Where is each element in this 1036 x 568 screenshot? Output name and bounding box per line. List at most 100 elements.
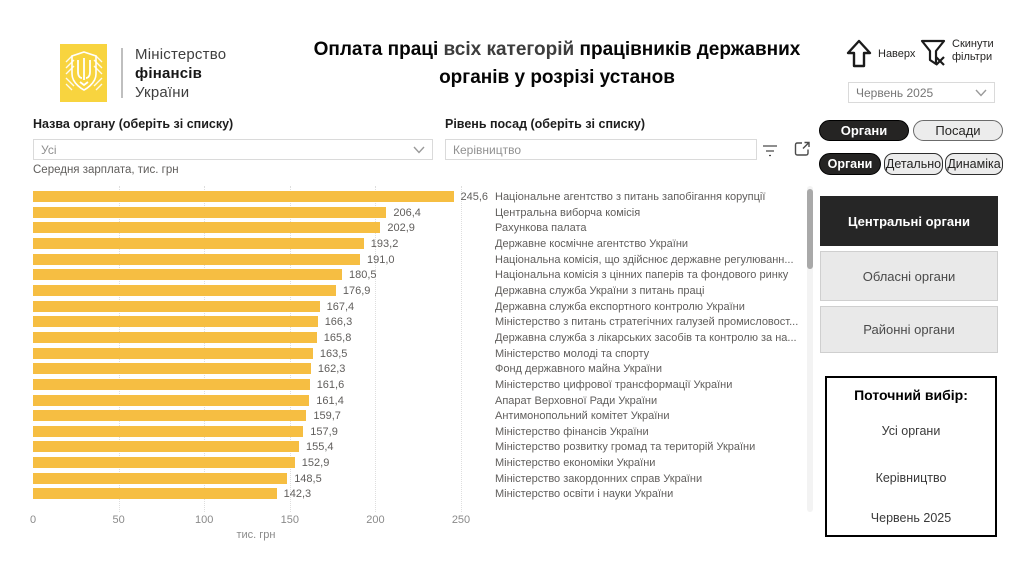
- bar[interactable]: [33, 441, 299, 453]
- bar[interactable]: [33, 206, 387, 218]
- bar-category-label: Міністерство розвитку громад та територі…: [495, 441, 756, 454]
- x-axis-tick-label: 100: [195, 514, 214, 526]
- bar-category-label: Державна служба експортного контролю Укр…: [495, 300, 745, 313]
- level-button-oblast[interactable]: Обласні органи: [820, 251, 998, 301]
- bar-value-label: 166,3: [324, 316, 353, 329]
- bar-value-label: 245,6: [460, 191, 489, 203]
- level-button-central-label: Центральні органи: [848, 213, 970, 229]
- arrow-up-icon: [846, 39, 872, 68]
- bar-value-label: 148,5: [294, 472, 322, 485]
- bar-value-label: 167,4: [326, 300, 355, 313]
- chevron-down-icon: [413, 146, 425, 154]
- x-axis-tick-label: 50: [112, 514, 125, 526]
- mode-tab-detalno[interactable]: Детально: [884, 153, 943, 175]
- bar-category-label: Міністерство з питань стратегічних галуз…: [495, 316, 799, 329]
- scroll-to-top-button[interactable]: Наверх: [845, 38, 915, 70]
- month-dropdown[interactable]: Червень 2025: [848, 82, 995, 103]
- bar[interactable]: [33, 284, 336, 296]
- bar-category-label: Міністерство фінансів України: [495, 425, 649, 438]
- logo-text-line1: Міністерство: [135, 45, 227, 63]
- bar[interactable]: [33, 457, 295, 469]
- logo-text-line3: України: [135, 83, 190, 101]
- level-dropdown-value: Керівництво: [453, 142, 521, 157]
- bar[interactable]: [33, 237, 364, 249]
- logo-divider: [121, 48, 123, 98]
- bar-category-label: Міністерство освіти і науки України: [495, 488, 674, 501]
- bar[interactable]: [33, 222, 381, 234]
- bar-value-label: 202,9: [387, 222, 415, 235]
- org-dropdown[interactable]: Усі: [33, 139, 433, 160]
- bar-category-label: Міністерство молоді та спорту: [495, 347, 650, 360]
- bar[interactable]: [33, 300, 320, 312]
- bar[interactable]: [33, 347, 313, 359]
- title-part1: Оплата праці: [313, 39, 444, 60]
- gridline: [375, 186, 377, 512]
- tab-organy[interactable]: Органи: [819, 120, 909, 141]
- current-selection-item-level: Керівництво: [875, 471, 947, 485]
- level-button-central[interactable]: Центральні органи: [820, 196, 998, 246]
- level-button-rayon[interactable]: Районні органи: [820, 306, 998, 353]
- bar-category-label: Державна служба України з питань праці: [495, 284, 705, 297]
- bar[interactable]: [33, 269, 342, 281]
- ministry-emblem-icon: [60, 44, 107, 102]
- popout-icon[interactable]: [792, 139, 812, 159]
- x-axis-tick-label: 250: [451, 514, 471, 526]
- x-axis-tick-label: 200: [366, 514, 385, 526]
- x-axis-tick-label: 0: [29, 514, 37, 526]
- level-button-rayon-label: Районні органи: [863, 322, 955, 337]
- tab-organy-label: Органи: [840, 123, 888, 138]
- current-selection-title: Поточний вибір:: [854, 387, 968, 403]
- bar[interactable]: [33, 316, 318, 328]
- bar-category-label: Міністерство цифрової трансформації Укра…: [495, 378, 733, 391]
- bar-category-label: Міністерство економіки України: [495, 457, 656, 470]
- gridline: [461, 186, 462, 512]
- bar-chart: 0 50 100 150 200 250 245,6 Національне агентств…: [29, 186, 799, 526]
- bar-category-label: Державне космічне агентство України: [495, 237, 689, 250]
- bar-value-label: 206,4: [393, 206, 421, 219]
- bar[interactable]: [33, 394, 310, 406]
- level-filter-label: Рівень посад (оберіть зі списку): [445, 117, 645, 131]
- bar-value-label: 157,9: [310, 425, 338, 438]
- tab-posady[interactable]: Посади: [913, 120, 1003, 141]
- reset-filters-label: Скинути фільтри: [952, 38, 994, 63]
- bar[interactable]: [33, 378, 310, 390]
- bar[interactable]: [33, 253, 360, 265]
- title-part3: працівників державних органів у розрізі …: [439, 39, 801, 88]
- bar-category-label: Фонд державного майна України: [495, 363, 663, 376]
- bar[interactable]: [33, 191, 454, 202]
- bar[interactable]: [33, 410, 307, 422]
- mode-tab-organy[interactable]: Органи: [819, 153, 881, 175]
- bar-value-label: 152,9: [301, 457, 330, 470]
- bar[interactable]: [33, 488, 277, 500]
- org-dropdown-value: Усі: [41, 142, 57, 157]
- bar-value-label: 180,5: [349, 269, 377, 282]
- current-selection-item-month: Червень 2025: [870, 511, 952, 525]
- bar-category-label: Державна служба з лікарських засобів та …: [495, 331, 797, 344]
- bar-value-label: 191,0: [367, 253, 395, 266]
- funnel-x-icon: [920, 39, 946, 66]
- bar-value-label: 165,8: [323, 331, 352, 344]
- chart-scrollbar-track: [807, 186, 813, 512]
- x-axis-title: тис. грн: [236, 529, 276, 541]
- bar[interactable]: [33, 331, 317, 343]
- current-selection-item-orgs: Усі органи: [881, 424, 941, 438]
- filter-icon[interactable]: [760, 140, 780, 160]
- level-dropdown[interactable]: Керівництво: [445, 139, 757, 160]
- scroll-to-top-label: Наверх: [878, 48, 916, 60]
- bar-category-label: Національна комісія з цінних паперів та …: [495, 269, 789, 282]
- mode-tab-dynamika[interactable]: Динаміка: [945, 153, 1003, 175]
- bar-category-label: Національна комісія, що здійснює державн…: [495, 253, 794, 266]
- tab-posady-label: Посади: [935, 123, 981, 138]
- bar-value-label: 163,5: [319, 347, 348, 360]
- reset-filters-button[interactable]: Скинути фільтри: [920, 38, 1000, 68]
- bar-value-label: 155,4: [306, 441, 334, 454]
- logo-text: Міністерство фінансів України: [135, 45, 226, 102]
- bar[interactable]: [33, 425, 304, 437]
- chart-scrollbar-thumb[interactable]: [807, 189, 813, 269]
- bar[interactable]: [33, 363, 311, 375]
- bar-value-label: 176,9: [342, 284, 371, 297]
- mode-tab-detalno-label: Детально: [885, 157, 942, 171]
- bar-category-label: Центральна виборча комісія: [495, 206, 641, 219]
- bar[interactable]: [33, 472, 288, 484]
- bar-value-label: 159,7: [313, 410, 341, 423]
